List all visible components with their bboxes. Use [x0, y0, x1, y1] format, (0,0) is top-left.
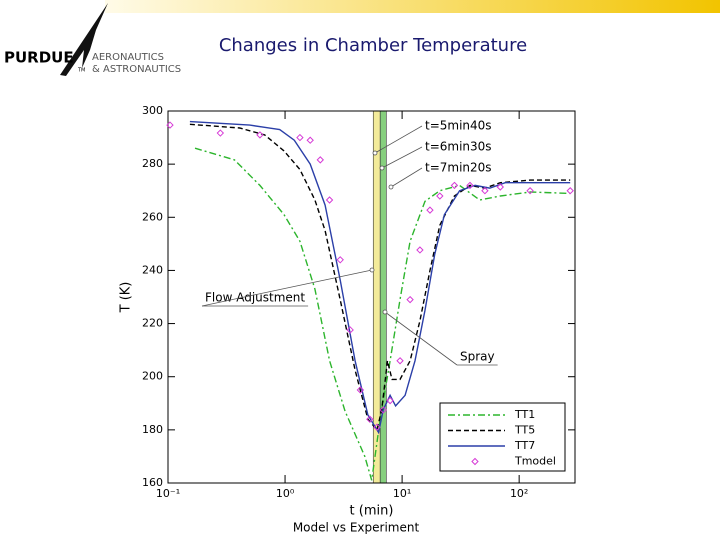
data-marker: [216, 129, 225, 137]
y-tick-label: 260: [142, 210, 163, 223]
leader-end: [382, 309, 388, 315]
data-marker: [356, 386, 365, 394]
caption: Model vs Experiment: [293, 521, 420, 535]
data-marker: [450, 181, 459, 190]
data-marker: [406, 295, 414, 304]
y-tick-label: 240: [142, 263, 163, 276]
data-marker: [336, 256, 344, 264]
legend-label: TT5: [514, 424, 535, 437]
y-tick-label: 300: [142, 104, 163, 117]
legend-symbol: [471, 457, 479, 466]
y-tick-label: 180: [142, 423, 163, 436]
logo-dept: AERONAUTICS: [92, 52, 164, 63]
data-marker: [366, 415, 374, 423]
legend-label: TT1: [514, 408, 535, 421]
leader-end: [379, 165, 385, 171]
data-marker: [481, 187, 489, 195]
data-marker: [166, 121, 174, 129]
data-marker: [379, 406, 387, 414]
plot: 160 180 200 220 240 260 280 300 10⁻¹ 10⁰ 10¹ 10² t (…: [119, 104, 576, 519]
x-tick-label: 10¹: [393, 487, 411, 500]
data-marker: [566, 187, 574, 195]
data-marker: [466, 181, 474, 190]
y-tick-label: 160: [142, 476, 163, 489]
y-tick-label: 200: [142, 370, 163, 383]
x-tick-label: 10⁰: [276, 487, 295, 500]
data-marker: [346, 326, 354, 334]
leader-end: [388, 184, 394, 190]
legend-box: [439, 402, 566, 472]
annotation: Spray: [460, 350, 495, 364]
data-marker: [306, 136, 314, 144]
data-marker: [426, 206, 434, 214]
data-marker: [296, 133, 304, 142]
slide-title: Changes in Chamber Temperature: [219, 35, 527, 56]
annotation: t=7min20s: [425, 161, 492, 175]
leader-line: [201, 269, 373, 307]
y-tick-label: 220: [142, 317, 163, 330]
annotation: t=6min30s: [425, 140, 492, 154]
x-tick-label: 10²: [510, 487, 528, 500]
data-marker: [316, 156, 324, 164]
data-marker: [526, 187, 534, 195]
leader-end: [372, 150, 378, 156]
logo-name: PURDUE: [4, 49, 74, 67]
annotation: t=5min40s: [425, 119, 492, 133]
leader-line: [384, 311, 458, 366]
logo-dept: & ASTRONAUTICS: [92, 64, 181, 75]
legend-label: Tmodel: [514, 455, 556, 468]
data-marker: [436, 192, 444, 200]
leader-line: [381, 146, 423, 169]
logo-swoosh: [60, 3, 108, 76]
data-marker: [373, 423, 381, 431]
data-marker: [325, 196, 334, 204]
data-marker: [386, 396, 394, 405]
leader-end: [369, 267, 375, 273]
x-tick-label: 10⁻¹: [156, 487, 180, 500]
data-marker: [496, 183, 504, 191]
series-line: [189, 123, 571, 432]
leader-line: [374, 125, 423, 154]
plot-frame: [167, 110, 576, 484]
legend-label: TT7: [514, 439, 535, 452]
x-axis-label: t (min): [350, 504, 394, 519]
y-tick-label: 280: [142, 157, 163, 170]
data-marker: [416, 246, 424, 254]
header-bar: [105, 0, 720, 13]
data-marker: [256, 131, 264, 139]
series-line: [194, 147, 571, 481]
data-marker: [396, 357, 404, 365]
leader-line: [390, 167, 423, 188]
y-axis-label: T (K): [119, 282, 134, 314]
annotation: Flow Adjustment: [205, 291, 305, 305]
logo-mark: TM: [77, 68, 85, 74]
